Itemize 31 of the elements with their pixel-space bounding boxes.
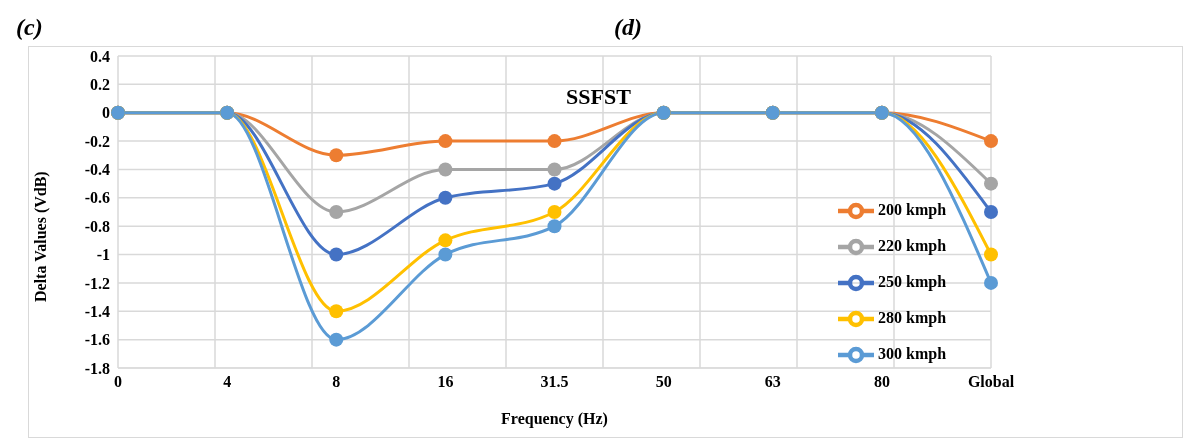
- y-tick-label: -1.4: [84, 302, 110, 320]
- text: SSFST: [566, 84, 631, 110]
- y-tick-label: -0.8: [84, 217, 110, 235]
- y-tick-label: 0: [102, 104, 110, 122]
- y-tick-label: 0.4: [90, 47, 110, 65]
- x-tick-label: 16: [437, 373, 454, 391]
- y-tick-label: -0.6: [84, 189, 110, 207]
- x-tick-label: 0: [114, 373, 122, 391]
- text: (d): [614, 14, 642, 41]
- x-tick-label: 8: [332, 373, 341, 391]
- y-tick-label: -1: [96, 246, 110, 264]
- y-tick-label: -1.6: [84, 331, 110, 349]
- x-tick-label: Global: [967, 373, 1015, 391]
- y-tick-label: -1.8: [84, 359, 110, 377]
- x-tick-label: 80: [873, 373, 890, 391]
- x-axis-title: Frequency (Hz): [501, 410, 608, 428]
- legend-label: 250 kmph: [878, 272, 947, 290]
- y-axis-title: Delta Values (VdB): [31, 171, 50, 302]
- x-tick-label: 4: [223, 373, 232, 391]
- y-tick-label: 0.2: [90, 76, 110, 94]
- y-tick-label: -0.2: [84, 132, 110, 150]
- x-tick-label: 63: [764, 373, 781, 391]
- x-tick-label: 50: [655, 373, 672, 391]
- y-tick-label: -0.4: [84, 161, 110, 179]
- legend-label: 220 kmph: [878, 236, 947, 254]
- legend-label: 280 kmph: [878, 308, 947, 326]
- text: (c): [16, 14, 43, 41]
- legend-label: 200 kmph: [878, 200, 947, 218]
- y-tick-label: -1.2: [84, 274, 110, 292]
- x-tick-label: 31.5: [540, 373, 569, 391]
- legend-label: 300 kmph: [878, 344, 947, 362]
